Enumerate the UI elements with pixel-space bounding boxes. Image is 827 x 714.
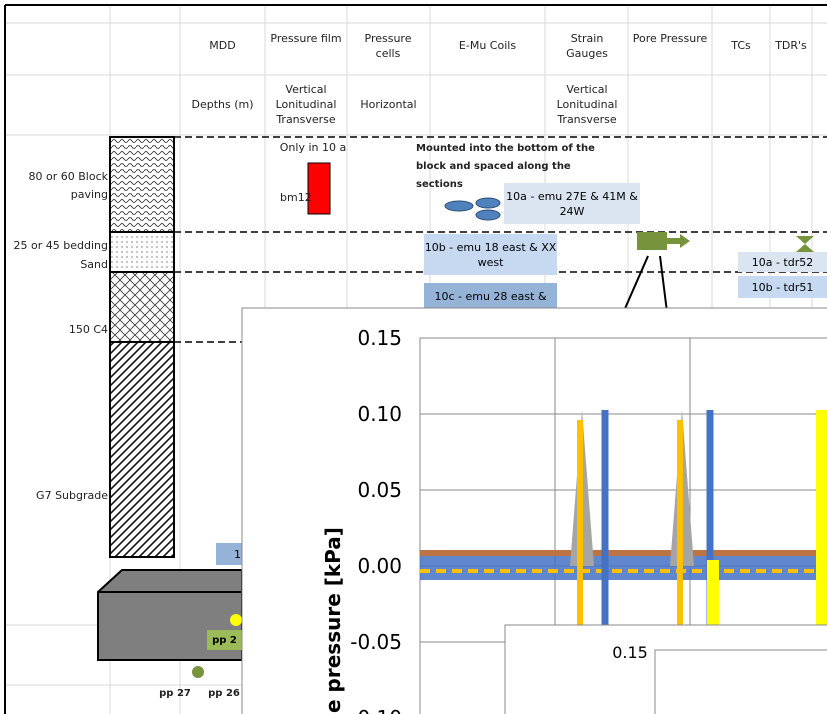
column-header: Strain Gauges <box>566 32 608 60</box>
y-tick-label: 0.15 <box>357 326 402 350</box>
row-label: Vertical Lonitudinal Transverse <box>556 83 618 126</box>
pp-label: pp 27 <box>159 688 191 699</box>
note: Only in 10 a <box>279 141 347 154</box>
y-tick-label: 0.00 <box>357 554 402 578</box>
row-label: Vertical Lonitudinal Transverse <box>275 83 337 126</box>
inner-panel <box>654 649 827 714</box>
y-tick-label: -0.10 <box>350 706 402 714</box>
tdr-box: 10a - tdr52 <box>738 252 827 272</box>
column-header: TDR's <box>775 39 807 52</box>
inner-label: 0.15 <box>612 643 648 662</box>
layer-label: 150 C4 <box>68 323 108 336</box>
y-tick-label: 0.05 <box>357 478 402 502</box>
column-header: Pressure film <box>270 32 342 45</box>
column-header: TCs <box>731 39 751 52</box>
row-label: Horizontal <box>360 98 417 111</box>
column-header: Pressure cells <box>364 32 412 60</box>
y-tick-label: -0.05 <box>350 630 402 654</box>
note: Mounted into the bottom of the block and… <box>416 143 595 190</box>
tdr-box: 10b - tdr51 <box>738 276 827 298</box>
label: bm12 <box>280 191 312 204</box>
pp-label: pp 26 <box>208 688 240 699</box>
y-axis-label: e pressure [kPa] <box>321 527 345 713</box>
emu-box: 10c - emu 28 east & <box>424 283 557 310</box>
emu-box: 10b - emu 18 east & XX west <box>424 234 557 275</box>
column-header: MDD <box>209 39 236 52</box>
layer-label: 80 or 60 Block paving <box>28 170 109 201</box>
column-header: Pore Pressure <box>632 32 708 45</box>
layer-label: G7 Subgrade <box>36 489 108 502</box>
plot-layer <box>420 337 827 714</box>
column-header: E-Mu Coils <box>458 39 517 52</box>
trace <box>420 550 827 556</box>
y-tick-label: 0.10 <box>357 402 402 426</box>
emu-box: 10a - emu 27E & 41M & 24W <box>504 183 640 224</box>
pp-box: pp 2 <box>207 630 242 650</box>
layer-label: 25 or 45 bedding Sand <box>13 239 108 271</box>
row-label: Depths (m) <box>191 98 254 111</box>
partial-box: 1 <box>216 543 242 565</box>
